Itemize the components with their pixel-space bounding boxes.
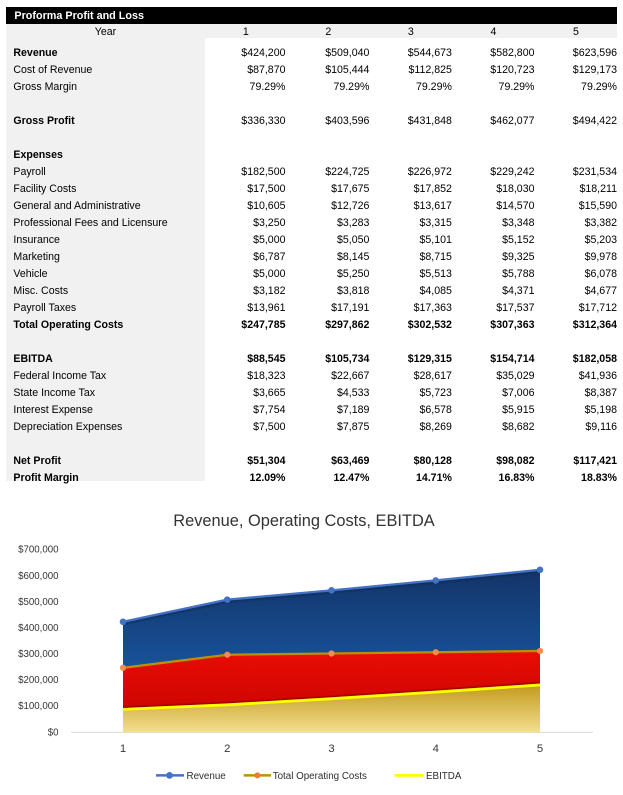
svg-text:Revenue, Operating Costs, EBIT: Revenue, Operating Costs, EBITDA: [173, 512, 435, 530]
svg-text:$100,000: $100,000: [18, 701, 59, 712]
svg-text:$200,000: $200,000: [18, 675, 59, 686]
svg-text:2: 2: [224, 743, 230, 755]
svg-text:$400,000: $400,000: [18, 623, 59, 634]
svg-text:$300,000: $300,000: [18, 649, 59, 660]
svg-text:$700,000: $700,000: [18, 545, 59, 556]
svg-text:$600,000: $600,000: [18, 571, 59, 582]
svg-text:Total Operating Costs: Total Operating Costs: [273, 771, 367, 782]
svg-text:1: 1: [120, 743, 126, 755]
svg-text:Revenue: Revenue: [187, 771, 227, 782]
svg-text:$500,000: $500,000: [18, 597, 59, 608]
svg-text:$0: $0: [48, 727, 59, 738]
svg-text:EBITDA: EBITDA: [426, 771, 462, 782]
svg-text:3: 3: [328, 743, 334, 755]
svg-text:5: 5: [537, 743, 543, 755]
svg-text:4: 4: [433, 743, 439, 755]
